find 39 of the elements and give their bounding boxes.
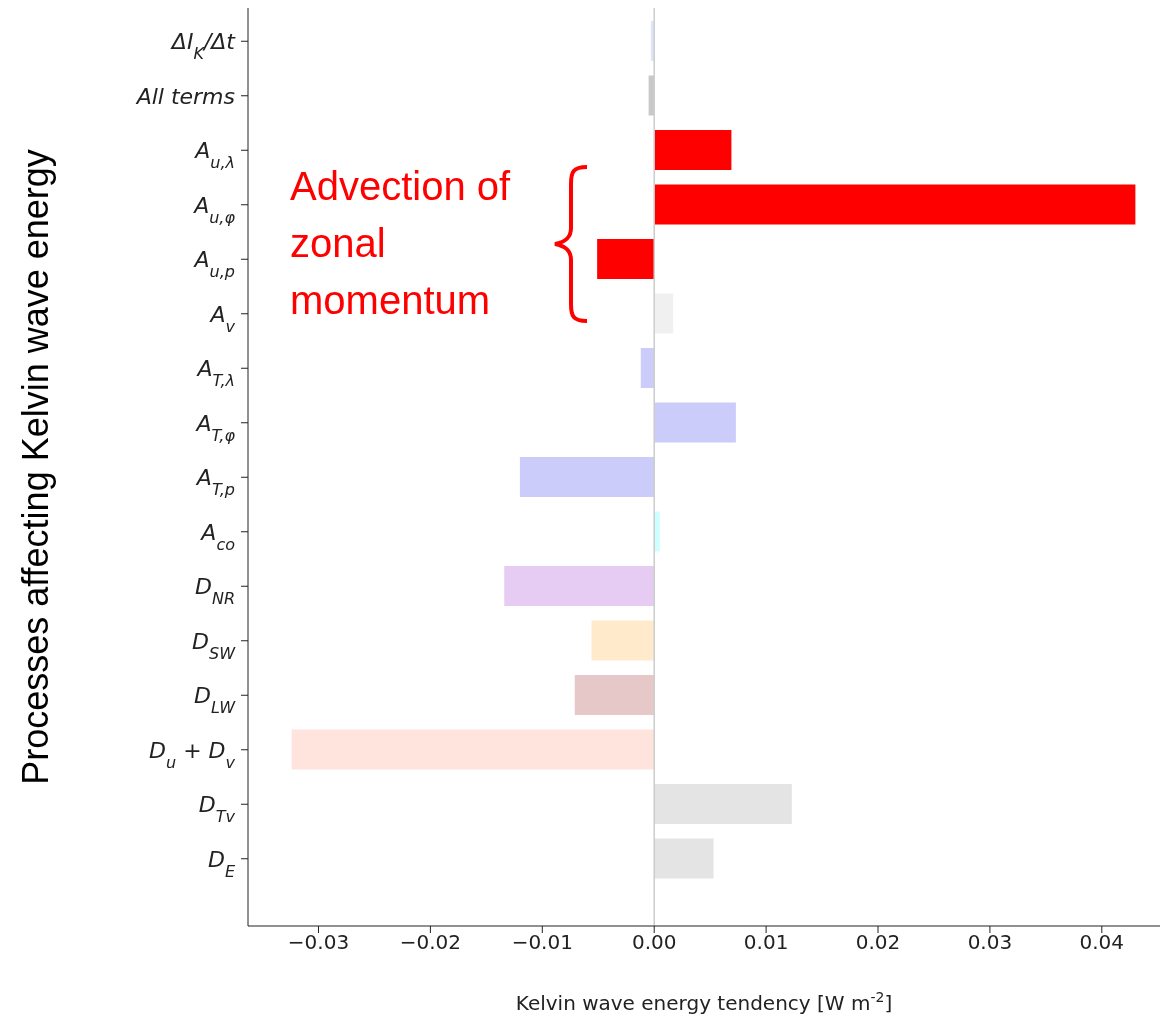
bar xyxy=(654,838,714,879)
bar xyxy=(654,184,1136,225)
y-tick-label: D$_{Tv}$ xyxy=(198,792,236,826)
y-tick-label: D$_{u}$ + D$_{v}$ xyxy=(149,737,236,772)
bar xyxy=(654,130,732,170)
y-tick-label: A$_{T,λ}$ xyxy=(195,356,235,390)
bar xyxy=(574,675,655,715)
bar xyxy=(291,729,655,770)
y-tick-label: A$_{u,p}$ xyxy=(192,247,235,281)
bar xyxy=(597,239,655,279)
y-tick-label: D$_{SW}$ xyxy=(192,628,237,663)
y-tick-label: A$_{u,φ}$ xyxy=(192,192,236,227)
y-tick-label: D$_{LW}$ xyxy=(193,683,237,717)
x-axis-title: Kelvin wave energy tendency [W m$^{-2}$] xyxy=(515,989,893,1015)
bar xyxy=(519,457,655,497)
bar xyxy=(654,293,674,334)
bar xyxy=(504,566,655,606)
y-axis-title: Processes affecting Kelvin wave energy xyxy=(15,149,56,785)
y-tick-label: A$_{u,λ}$ xyxy=(193,138,235,172)
x-tick-label: −0.01 xyxy=(511,930,573,955)
y-tick-label: A$_{T,φ}$ xyxy=(194,410,236,445)
y-tick-label: D$_{NR}$ xyxy=(194,574,235,608)
bar xyxy=(654,784,792,824)
y-tick-label: All terms xyxy=(134,83,235,109)
x-tick-label: 0.03 xyxy=(967,930,1013,955)
x-tick-label: −0.03 xyxy=(287,930,350,955)
x-tick-label: 0.01 xyxy=(743,930,789,955)
annotation: Advection of zonal momentum xyxy=(290,163,512,324)
bar xyxy=(591,620,655,661)
bar xyxy=(654,402,736,443)
x-tick-label: −0.02 xyxy=(399,930,462,955)
y-tick-label: A$_{T,p}$ xyxy=(194,465,235,499)
y-tick-label: D$_{E}$ xyxy=(207,846,236,881)
y-tick-label: A$_{co}$ xyxy=(199,519,236,554)
x-tick-label: 0.02 xyxy=(855,930,901,955)
x-tick-label: 0.00 xyxy=(631,930,677,955)
x-tick-label: 0.04 xyxy=(1079,930,1125,955)
y-tick-label: A$_{v}$ xyxy=(208,301,236,336)
y-tick-label: ΔI$_{K}$/Δt xyxy=(169,29,237,63)
